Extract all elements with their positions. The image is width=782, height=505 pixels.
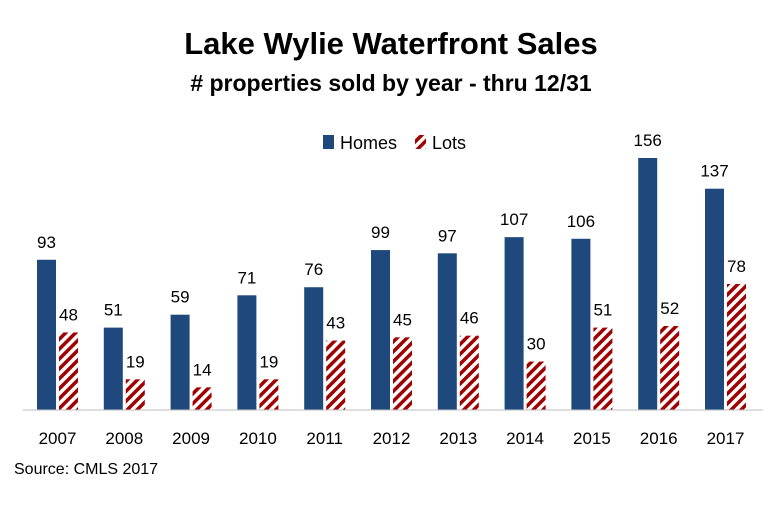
x-tick-label-2009: 2009 bbox=[172, 429, 210, 448]
bar-lots-2015 bbox=[593, 327, 613, 410]
x-tick-label-2014: 2014 bbox=[506, 429, 544, 448]
data-label-lots-2015: 51 bbox=[593, 301, 612, 320]
x-tick-labels-group: 2007 2008 2009 2010 2011 2012 2013 2014 2015 2016… bbox=[39, 429, 745, 448]
data-label-lots-2009: 14 bbox=[193, 360, 212, 379]
bar-homes-2017 bbox=[705, 188, 724, 410]
bar-lots-2010 bbox=[259, 379, 279, 410]
bar-homes-2014 bbox=[504, 237, 524, 410]
data-label-lots-2008: 19 bbox=[126, 352, 145, 371]
data-label-homes-2015: 106 bbox=[567, 212, 595, 231]
x-tick-label-2008: 2008 bbox=[105, 429, 143, 448]
data-label-homes-2016: 156 bbox=[634, 131, 662, 150]
data-label-lots-2016: 52 bbox=[660, 299, 679, 318]
legend-label-lots: Lots bbox=[432, 133, 466, 153]
data-label-homes-2014: 107 bbox=[500, 210, 528, 229]
bar-lots-2013 bbox=[459, 335, 479, 410]
data-label-lots-2011: 43 bbox=[326, 314, 345, 333]
bar-lots-2008 bbox=[125, 379, 145, 410]
bar-lots-2007 bbox=[59, 332, 78, 410]
bar-homes-2012 bbox=[371, 250, 390, 410]
data-label-homes-2017: 137 bbox=[700, 162, 728, 181]
data-label-lots-2010: 19 bbox=[259, 352, 278, 371]
source-note: Source: CMLS 2017 bbox=[14, 461, 158, 478]
legend-swatch-homes bbox=[323, 135, 334, 149]
data-label-lots-2013: 46 bbox=[460, 309, 479, 328]
chart-subtitle: # properties sold by year - thru 12/31 bbox=[190, 70, 592, 96]
data-label-homes-2013: 97 bbox=[438, 226, 457, 245]
x-tick-label-2015: 2015 bbox=[573, 429, 611, 448]
bar-lots-2009 bbox=[192, 387, 212, 410]
data-label-homes-2012: 99 bbox=[371, 223, 390, 242]
data-label-lots-2012: 45 bbox=[393, 310, 412, 329]
bar-lots-2011 bbox=[326, 340, 346, 410]
bar-lots-2012 bbox=[393, 337, 412, 410]
bars-group bbox=[37, 158, 746, 410]
data-label-lots-2014: 30 bbox=[527, 335, 546, 354]
x-tick-label-2012: 2012 bbox=[373, 429, 411, 448]
x-tick-label-2016: 2016 bbox=[640, 429, 678, 448]
chart-title: Lake Wylie Waterfront Sales bbox=[184, 26, 597, 61]
bar-homes-2008 bbox=[103, 327, 123, 410]
x-tick-label-2007: 2007 bbox=[39, 429, 77, 448]
data-label-lots-2007: 48 bbox=[59, 305, 78, 324]
bar-homes-2016 bbox=[638, 158, 658, 410]
data-labels-group: 93 48 51 19 59 14 71 19 76 43 99 45 97 46 107 30 106 51 15… bbox=[37, 131, 746, 379]
bar-lots-2016 bbox=[660, 326, 680, 410]
bar-homes-2011 bbox=[304, 287, 324, 410]
bar-homes-2013 bbox=[437, 253, 457, 410]
data-label-homes-2011: 76 bbox=[304, 260, 323, 279]
legend-label-homes: Homes bbox=[340, 133, 397, 153]
x-tick-label-2011: 2011 bbox=[306, 429, 343, 448]
data-label-homes-2010: 71 bbox=[237, 268, 256, 287]
data-label-lots-2017: 78 bbox=[727, 257, 746, 276]
x-tick-label-2013: 2013 bbox=[439, 429, 477, 448]
data-label-homes-2008: 51 bbox=[104, 301, 123, 320]
bar-lots-2017 bbox=[727, 284, 746, 410]
data-label-homes-2009: 59 bbox=[171, 288, 190, 307]
x-tick-label-2010: 2010 bbox=[239, 429, 277, 448]
bar-homes-2007 bbox=[37, 259, 56, 410]
bar-lots-2014 bbox=[526, 361, 546, 410]
x-tick-label-2017: 2017 bbox=[707, 429, 745, 448]
legend: Homes Lots bbox=[323, 133, 466, 153]
bar-homes-2010 bbox=[237, 295, 257, 410]
data-label-homes-2007: 93 bbox=[37, 233, 56, 252]
bar-homes-2009 bbox=[170, 314, 190, 410]
bar-homes-2015 bbox=[571, 238, 591, 410]
legend-swatch-lots bbox=[415, 135, 426, 149]
